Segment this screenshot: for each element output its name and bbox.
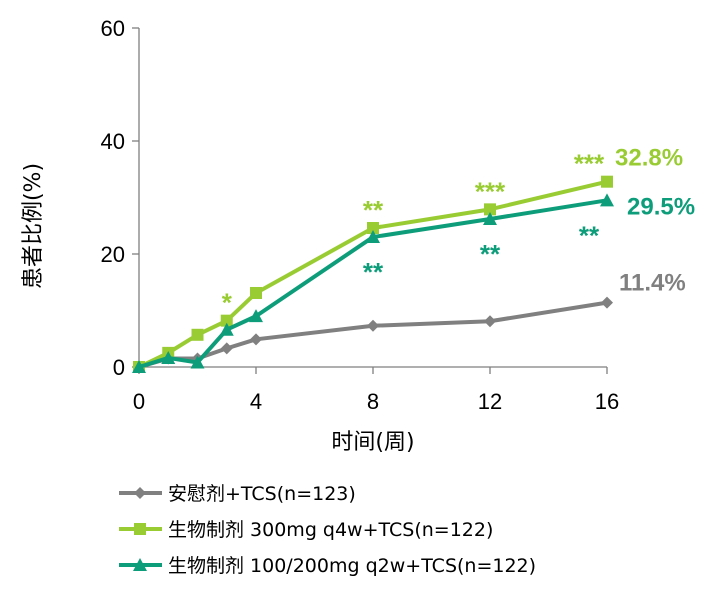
axes	[132, 27, 608, 374]
legend-label: 安慰剂+TCS(n=123)	[168, 483, 356, 505]
x-tick-label: 16	[595, 389, 619, 414]
data-point	[161, 350, 176, 364]
x-tick-label: 12	[478, 389, 502, 414]
x-tick-label: 0	[133, 389, 145, 414]
data-point	[483, 211, 497, 225]
x-tick-labels: 0 4 8 12 16	[133, 389, 619, 414]
significance-marker: **	[579, 220, 600, 250]
legend-marker	[134, 523, 146, 535]
significance-marker: **	[363, 257, 384, 287]
legend-item-2: 生物制剂 100/200mg q2w+TCS(n=122)	[119, 555, 536, 577]
series-2: 29.5%	[132, 193, 695, 373]
significance-marker: ***	[475, 176, 506, 206]
end-value-label: 29.5%	[627, 193, 695, 220]
data-point	[249, 309, 263, 323]
series-line	[138, 300, 608, 369]
series-layer: 11.4% 32.8% 29.5%	[132, 145, 695, 373]
y-tick-label: 40	[101, 129, 125, 154]
data-point	[250, 333, 262, 346]
legend-item-0: 安慰剂+TCS(n=123)	[119, 483, 356, 505]
data-point	[484, 315, 496, 328]
significance-marker: *	[222, 288, 233, 318]
data-point	[367, 319, 379, 332]
data-point	[600, 193, 614, 207]
data-point	[601, 175, 613, 188]
data-point	[220, 342, 233, 355]
data-point	[191, 328, 204, 341]
y-tick-label: 60	[101, 16, 125, 41]
data-point	[219, 322, 234, 336]
x-tick-label: 4	[250, 389, 262, 414]
end-value-label: 32.8%	[615, 145, 683, 172]
series-0: 11.4%	[133, 270, 686, 373]
x-axis-label: 时间(周)	[331, 430, 414, 455]
y-tick-labels: 0 20 40 60	[101, 16, 125, 380]
y-tick-label: 0	[113, 355, 125, 380]
y-tick-label: 20	[101, 242, 125, 267]
data-point	[366, 230, 380, 244]
legend-item-1: 生物制剂 300mg q4w+TCS(n=122)	[119, 519, 493, 541]
data-point	[601, 296, 613, 309]
legend-label: 生物制剂 300mg q4w+TCS(n=122)	[168, 519, 493, 541]
legend-label: 生物制剂 100/200mg q2w+TCS(n=122)	[168, 555, 536, 577]
series-line	[138, 198, 608, 369]
annotation-layer: ***************	[222, 149, 605, 318]
significance-marker: **	[480, 239, 501, 269]
x-tick-label: 8	[367, 389, 379, 414]
series-1: 32.8%	[133, 145, 683, 373]
end-value-label: 11.4%	[619, 270, 686, 297]
data-point	[132, 360, 146, 373]
legend: 安慰剂+TCS(n=123) 生物制剂 300mg q4w+TCS(n=122) 生…	[119, 483, 536, 577]
significance-marker: ***	[574, 149, 605, 179]
y-axis-label: 患者比例(%)	[21, 163, 46, 289]
data-point	[367, 222, 379, 235]
legend-marker	[134, 487, 146, 499]
legend-marker	[133, 558, 147, 571]
data-point	[220, 314, 233, 327]
data-point	[250, 286, 262, 299]
significance-marker: **	[363, 195, 384, 225]
data-point	[190, 355, 205, 369]
data-point	[484, 203, 496, 216]
